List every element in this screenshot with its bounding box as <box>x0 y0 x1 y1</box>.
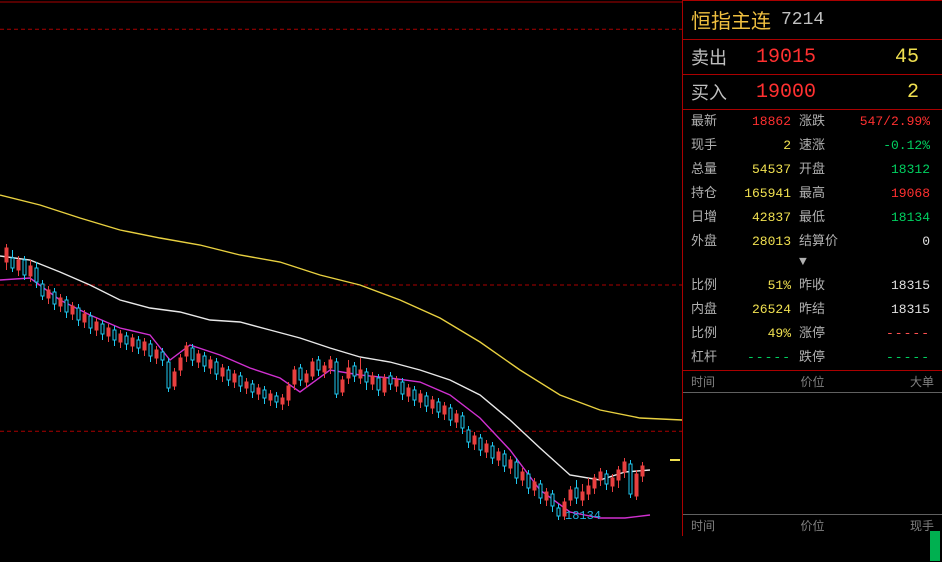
data-row: 比例51%昨收18315 <box>683 274 942 298</box>
instrument-name: 恒指主连 <box>691 5 771 35</box>
dg-label: 最新 <box>691 112 729 132</box>
dg-value: 2 <box>729 136 799 156</box>
dg-value2: 18312 <box>843 160 934 180</box>
dg-label2: 涨跌 <box>799 112 843 132</box>
dg-value2: ----- <box>843 324 934 344</box>
dg-value: 54537 <box>729 160 799 180</box>
dg-label2: 最高 <box>799 184 843 204</box>
dg-label: 内盘 <box>691 300 729 320</box>
dg-value2: 18315 <box>843 300 934 320</box>
dg-label2: 开盘 <box>799 160 843 180</box>
tick-header: 时间 价位 大单 <box>683 371 942 393</box>
chart-canvas: 18134 <box>0 0 682 536</box>
tick-h-price: 价位 <box>772 373 853 390</box>
data-row: 总量54537开盘18312 <box>683 158 942 182</box>
dg-value2: 19068 <box>843 184 934 204</box>
dg-value: 49% <box>729 324 799 344</box>
dg-value: 42837 <box>729 208 799 228</box>
svg-text:18134: 18134 <box>565 509 601 523</box>
dg-value2: 547/2.99% <box>843 112 934 132</box>
sell-label: 卖出 <box>691 44 736 70</box>
dg-label: 外盘 <box>691 232 729 272</box>
data-row: 比例49%涨停----- <box>683 322 942 346</box>
data-row: 日增42837最低18134 <box>683 206 942 230</box>
bh-time: 时间 <box>691 517 772 534</box>
dg-value2: 18315 <box>843 276 934 296</box>
dg-label2: 最低 <box>799 208 843 228</box>
bh-price: 价位 <box>772 517 853 534</box>
tick-h-big: 大单 <box>853 373 934 390</box>
dg-label2: 昨结 <box>799 300 843 320</box>
dg-value: 28013 <box>729 232 799 272</box>
dg-value: 165941 <box>729 184 799 204</box>
data-grid: 最新18862涨跌547/2.99%现手2速涨-0.12%总量54537开盘18… <box>683 110 942 371</box>
tick-h-time: 时间 <box>691 373 772 390</box>
dg-label2: 速涨 <box>799 136 843 156</box>
tick-list[interactable] <box>683 393 942 562</box>
buy-row[interactable]: 买入 19000 2 <box>683 75 942 110</box>
dg-label: 持仓 <box>691 184 729 204</box>
instrument-title: 恒指主连 7214 <box>683 0 942 40</box>
buy-vol: 2 <box>816 81 934 104</box>
instrument-code: 7214 <box>781 10 824 30</box>
candlestick-chart[interactable]: 18134 <box>0 0 682 536</box>
sell-price: 19015 <box>736 46 816 69</box>
dg-label: 比例 <box>691 324 729 344</box>
dg-value2: ----- <box>843 348 934 368</box>
data-row: 持仓165941最高19068 <box>683 182 942 206</box>
dg-value2: 18134 <box>843 208 934 228</box>
data-row: 内盘26524昨结18315 <box>683 298 942 322</box>
dg-value: ----- <box>729 348 799 368</box>
data-row: 最新18862涨跌547/2.99% <box>683 110 942 134</box>
sell-vol: 45 <box>816 46 934 69</box>
data-row: 杠杆-----跌停----- <box>683 346 942 370</box>
dg-label2: 涨停 <box>799 324 843 344</box>
dg-value2: -0.12% <box>843 136 934 156</box>
dg-label: 杠杆 <box>691 348 729 368</box>
dg-value: 51% <box>729 276 799 296</box>
quote-panel: 恒指主连 7214 卖出 19015 45 买入 19000 2 最新18862… <box>682 0 942 536</box>
dg-label: 总量 <box>691 160 729 180</box>
dg-value2: 0 <box>843 232 934 272</box>
dg-label2: 结算价▼ <box>799 232 843 272</box>
dg-label: 比例 <box>691 276 729 296</box>
buy-label: 买入 <box>691 79 736 105</box>
bottom-header: 时间 价位 现手 <box>683 514 942 536</box>
dg-label: 日增 <box>691 208 729 228</box>
bh-vol: 现手 <box>853 517 934 534</box>
sell-row[interactable]: 卖出 19015 45 <box>683 40 942 75</box>
dg-label2: 昨收 <box>799 276 843 296</box>
data-row: 现手2速涨-0.12% <box>683 134 942 158</box>
dg-value: 18862 <box>729 112 799 132</box>
dg-value: 26524 <box>729 300 799 320</box>
data-row: 外盘28013结算价▼0 <box>683 230 942 274</box>
buy-price: 19000 <box>736 81 816 104</box>
dg-label2: 跌停 <box>799 348 843 368</box>
dg-label: 现手 <box>691 136 729 156</box>
